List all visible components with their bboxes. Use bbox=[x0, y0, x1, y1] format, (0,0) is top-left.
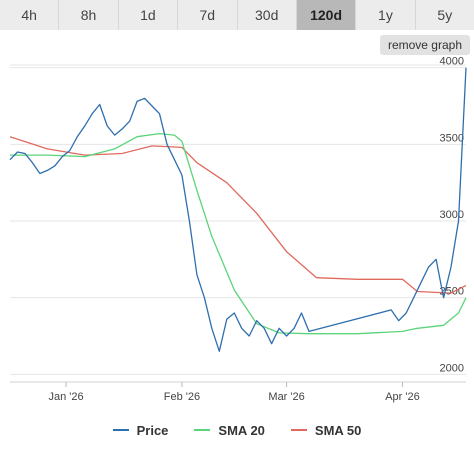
legend-label-sma20: SMA 20 bbox=[218, 422, 265, 438]
legend-item-sma50[interactable]: SMA 50 bbox=[290, 420, 362, 440]
series-line-price bbox=[9, 67, 467, 352]
legend-label-sma50: SMA 50 bbox=[314, 422, 362, 438]
y-tick-label-3500: 3500 bbox=[440, 132, 464, 144]
chart-legend: Price SMA 20 SMA 50 bbox=[0, 420, 474, 440]
sma50-swatch bbox=[290, 429, 307, 431]
series-line-sma-50 bbox=[9, 136, 467, 294]
tab-1y[interactable]: 1y bbox=[356, 0, 416, 30]
x-tick-label-1: Feb '26 bbox=[164, 391, 200, 403]
sma20-swatch bbox=[194, 429, 211, 431]
y-tick-label-2000: 2000 bbox=[440, 362, 464, 374]
legend-item-price[interactable]: Price bbox=[112, 420, 169, 440]
x-tick-label-0: Jan '26 bbox=[48, 391, 83, 403]
legend-item-sma20[interactable]: SMA 20 bbox=[194, 420, 265, 440]
x-tick-label-3: Apr '26 bbox=[385, 391, 420, 403]
y-tick-label-4000: 4000 bbox=[440, 56, 464, 68]
tab-7d[interactable]: 7d bbox=[178, 0, 238, 30]
tab-120d[interactable]: 120d bbox=[296, 0, 357, 30]
series-line-sma-20 bbox=[10, 132, 467, 335]
legend-label-price: Price bbox=[136, 422, 169, 438]
y-tick-label-3000: 3000 bbox=[440, 209, 464, 221]
tab-1d[interactable]: 1d bbox=[118, 0, 179, 30]
timeframe-tabs: 4h 8h 1d 7d 30d 120d 1y 5y bbox=[0, 0, 474, 30]
tab-5y[interactable]: 5y bbox=[415, 0, 474, 30]
tab-4h[interactable]: 4h bbox=[0, 0, 60, 30]
tab-8h[interactable]: 8h bbox=[59, 0, 119, 30]
remove-graph-button[interactable]: remove graph bbox=[379, 35, 470, 55]
tab-30d[interactable]: 30d bbox=[237, 0, 297, 30]
x-tick-label-2: Mar '26 bbox=[268, 391, 304, 403]
price-swatch bbox=[112, 429, 129, 431]
